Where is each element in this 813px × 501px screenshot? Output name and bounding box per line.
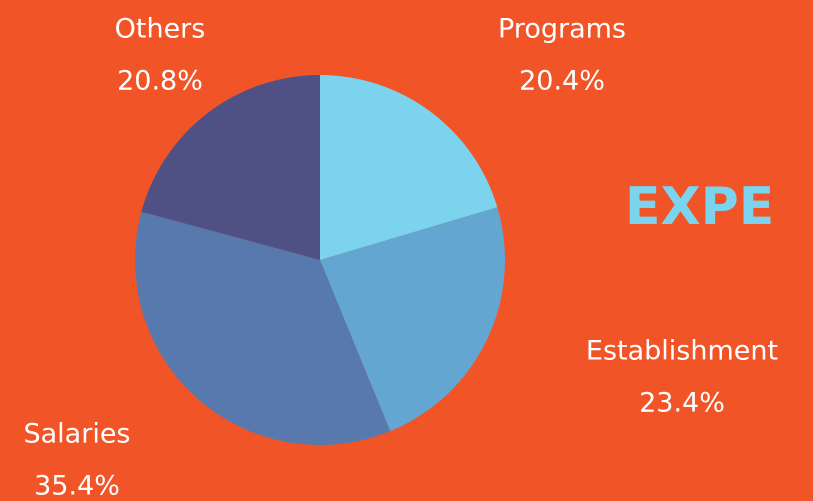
slice-label: Others xyxy=(115,14,206,45)
slice-label: Salaries xyxy=(23,419,130,450)
slice-value: 20.8% xyxy=(117,66,203,97)
slice-value: 35.4% xyxy=(34,471,120,501)
slice-value: 23.4% xyxy=(639,388,725,419)
slice-label: Establishment xyxy=(586,336,778,367)
slice-value: 20.4% xyxy=(519,66,605,97)
pie-slice xyxy=(320,75,498,260)
slice-label: Programs xyxy=(498,14,626,45)
pie-slice xyxy=(135,211,391,445)
pie-slice xyxy=(320,207,506,432)
chart-title: EXPE xyxy=(625,177,774,237)
pie-slice xyxy=(141,75,320,260)
